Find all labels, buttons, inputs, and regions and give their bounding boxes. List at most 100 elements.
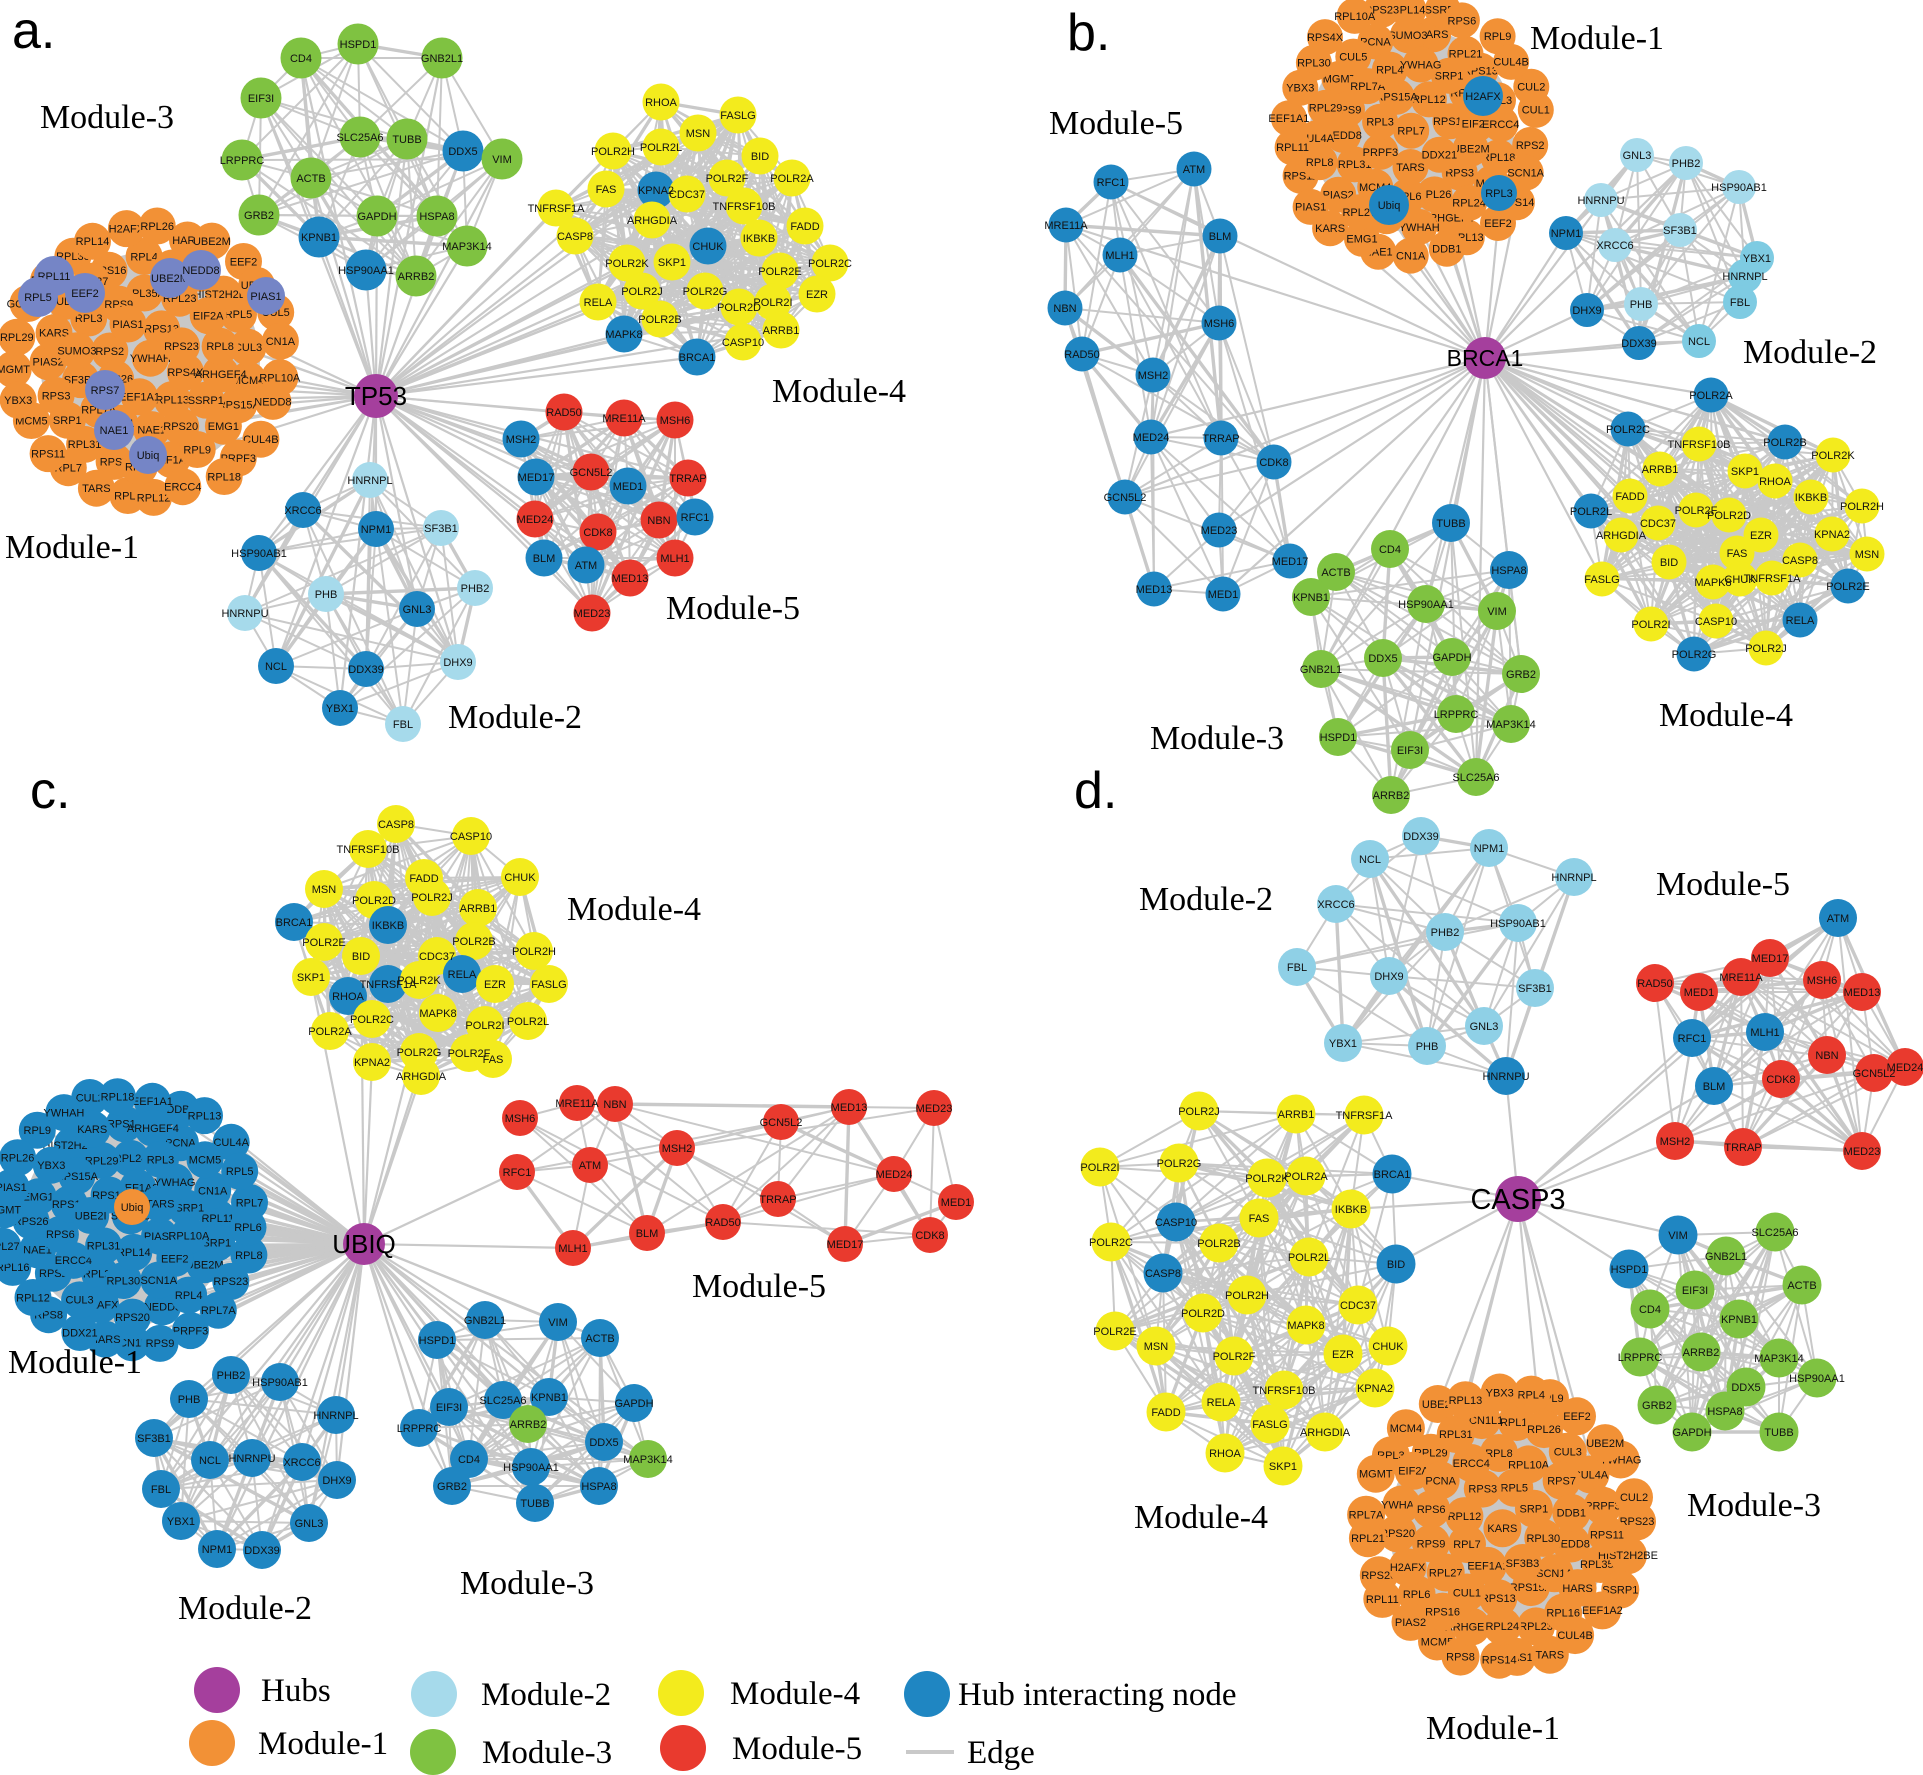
svg-text:CUL5: CUL5 xyxy=(1339,51,1367,63)
svg-text:POLR2B: POLR2B xyxy=(1197,1238,1240,1250)
svg-text:MGMT: MGMT xyxy=(0,1205,21,1217)
svg-text:HNRNPU: HNRNPU xyxy=(221,608,268,620)
svg-text:BID: BID xyxy=(1660,557,1678,569)
svg-text:SKP1: SKP1 xyxy=(1731,466,1759,478)
svg-text:NBN: NBN xyxy=(647,515,670,527)
svg-text:CUL4B: CUL4B xyxy=(1493,57,1528,69)
svg-text:ATM: ATM xyxy=(575,560,597,572)
svg-text:RPL12: RPL12 xyxy=(1448,1511,1482,1523)
svg-text:Module-2: Module-2 xyxy=(481,1677,611,1713)
svg-text:YBX3: YBX3 xyxy=(4,395,32,407)
svg-text:MSN: MSN xyxy=(686,128,711,140)
svg-text:POLR2G: POLR2G xyxy=(397,1047,442,1059)
svg-text:Module-2: Module-2 xyxy=(448,699,582,736)
svg-text:MAPK8: MAPK8 xyxy=(419,1008,456,1020)
svg-text:ACTB: ACTB xyxy=(1321,567,1350,579)
svg-text:TRRAP: TRRAP xyxy=(669,473,706,485)
svg-text:EEF2: EEF2 xyxy=(1563,1411,1591,1423)
svg-text:ARRB1: ARRB1 xyxy=(1642,464,1679,476)
svg-text:NBN: NBN xyxy=(1815,1050,1838,1062)
svg-text:NEDD8: NEDD8 xyxy=(182,265,219,277)
svg-text:YWHAH: YWHAH xyxy=(1399,222,1440,234)
svg-text:Module-4: Module-4 xyxy=(567,891,701,928)
svg-text:EEF2: EEF2 xyxy=(71,288,99,300)
svg-text:RPS2: RPS2 xyxy=(95,346,124,358)
svg-text:GAPDH: GAPDH xyxy=(614,1398,653,1410)
svg-text:TARS: TARS xyxy=(1536,1650,1565,1662)
svg-text:DDX39: DDX39 xyxy=(348,664,383,676)
svg-text:MED24: MED24 xyxy=(1887,1062,1923,1074)
svg-text:VIM: VIM xyxy=(492,154,512,166)
svg-text:SRP1: SRP1 xyxy=(1520,1504,1549,1516)
svg-text:HSPA8: HSPA8 xyxy=(581,1481,616,1493)
svg-text:CDC37: CDC37 xyxy=(669,189,705,201)
svg-text:HSPA8: HSPA8 xyxy=(419,211,454,223)
svg-text:SLC25A6: SLC25A6 xyxy=(1751,1227,1798,1239)
svg-text:MRE11A: MRE11A xyxy=(602,413,646,425)
svg-text:CDK8: CDK8 xyxy=(1766,1074,1795,1086)
svg-text:BLM: BLM xyxy=(1703,1081,1726,1093)
svg-text:BRCA1: BRCA1 xyxy=(679,352,716,364)
svg-text:CHUK: CHUK xyxy=(1724,574,1756,586)
svg-text:MSH6: MSH6 xyxy=(505,1113,536,1125)
svg-text:GNB2L1: GNB2L1 xyxy=(1705,1251,1747,1263)
svg-text:RAD50: RAD50 xyxy=(1637,978,1672,990)
svg-text:POLR2L: POLR2L xyxy=(1570,506,1612,518)
svg-text:RPL4: RPL4 xyxy=(1376,65,1404,77)
svg-text:GNB2L1: GNB2L1 xyxy=(1300,664,1342,676)
svg-text:DDX39: DDX39 xyxy=(244,1545,279,1557)
svg-text:RPL3: RPL3 xyxy=(75,313,103,325)
svg-text:GNB2L1: GNB2L1 xyxy=(464,1315,506,1327)
svg-text:Module-5: Module-5 xyxy=(666,590,800,627)
svg-text:MRE11A: MRE11A xyxy=(555,1098,599,1110)
svg-text:RPL7A: RPL7A xyxy=(1349,1510,1385,1522)
svg-text:CASP8: CASP8 xyxy=(557,231,593,243)
svg-text:BID: BID xyxy=(751,151,769,163)
svg-text:RPL8: RPL8 xyxy=(235,1250,263,1262)
svg-text:HNRNPL: HNRNPL xyxy=(1551,872,1596,884)
svg-text:ARRB1: ARRB1 xyxy=(460,903,497,915)
svg-text:RPL18: RPL18 xyxy=(1482,152,1516,164)
svg-text:TUBB: TUBB xyxy=(392,134,421,146)
svg-text:DDX5: DDX5 xyxy=(589,1437,618,1449)
svg-text:EMG1: EMG1 xyxy=(1346,234,1377,246)
svg-text:GAPDH: GAPDH xyxy=(357,211,396,223)
svg-text:FAS: FAS xyxy=(483,1054,504,1066)
svg-text:YBX1: YBX1 xyxy=(326,703,354,715)
svg-text:CN1A: CN1A xyxy=(1396,250,1426,262)
svg-text:KPNB1: KPNB1 xyxy=(301,232,337,244)
svg-text:UBE2I: UBE2I xyxy=(75,1210,107,1222)
svg-text:RPS20: RPS20 xyxy=(163,421,198,433)
svg-text:MLH1: MLH1 xyxy=(660,553,689,565)
svg-text:RPS6: RPS6 xyxy=(46,1229,75,1241)
svg-text:RPL12: RPL12 xyxy=(1412,94,1446,106)
svg-text:POLR2F: POLR2F xyxy=(448,1048,491,1060)
svg-text:PCNA: PCNA xyxy=(1425,1475,1456,1487)
svg-text:RELA: RELA xyxy=(584,297,613,309)
svg-text:FBL: FBL xyxy=(1730,297,1750,309)
svg-text:FAS: FAS xyxy=(596,184,617,196)
svg-text:MRE11A: MRE11A xyxy=(1719,972,1763,984)
svg-text:ACTB: ACTB xyxy=(585,1333,614,1345)
svg-text:DDX21: DDX21 xyxy=(62,1327,97,1339)
svg-text:RPL11: RPL11 xyxy=(1276,142,1309,154)
svg-text:RPL8: RPL8 xyxy=(1485,1448,1513,1460)
svg-text:b.: b. xyxy=(1067,4,1110,62)
svg-text:FASLG: FASLG xyxy=(1252,1419,1287,1431)
svg-text:RPL7: RPL7 xyxy=(1397,126,1425,138)
svg-text:POLR2L: POLR2L xyxy=(640,142,682,154)
svg-text:FASLG: FASLG xyxy=(720,110,755,122)
svg-text:MLH1: MLH1 xyxy=(1105,250,1134,262)
svg-text:RPL21: RPL21 xyxy=(1449,49,1483,61)
svg-text:BRCA1: BRCA1 xyxy=(1374,1169,1411,1181)
svg-text:RPL27: RPL27 xyxy=(0,1241,20,1253)
svg-text:NEDD8: NEDD8 xyxy=(144,1302,181,1314)
svg-text:CASP3: CASP3 xyxy=(1470,1184,1565,1216)
svg-text:FASLG: FASLG xyxy=(531,979,566,991)
svg-text:RPL16: RPL16 xyxy=(1546,1607,1580,1619)
svg-text:POLR2A: POLR2A xyxy=(308,1026,352,1038)
svg-text:CUL4A: CUL4A xyxy=(1573,1469,1609,1481)
svg-text:GRB2: GRB2 xyxy=(244,210,274,222)
svg-text:RPL6: RPL6 xyxy=(114,490,142,502)
svg-text:Hubs: Hubs xyxy=(261,1673,331,1709)
